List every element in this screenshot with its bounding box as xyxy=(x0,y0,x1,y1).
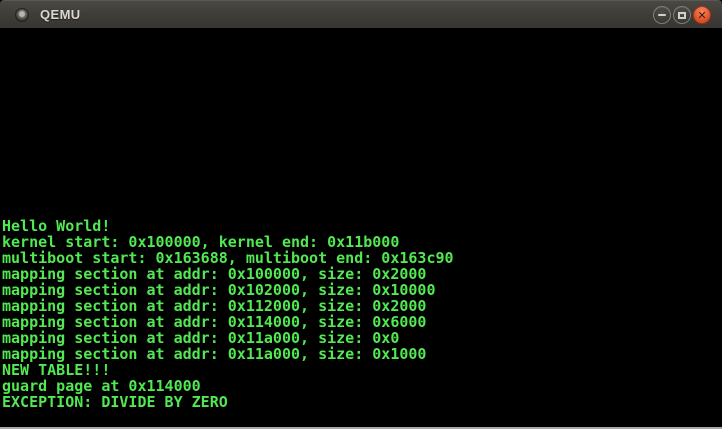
terminal-line: mapping section at addr: 0x11a000, size:… xyxy=(2,345,427,363)
titlebar[interactable]: QEMU ✕ xyxy=(0,0,722,28)
terminal-screen[interactable]: Hello World! kernel start: 0x100000, kern… xyxy=(0,28,722,427)
window-bottom-border xyxy=(0,427,722,429)
terminal-line: mapping section at addr: 0x112000, size:… xyxy=(2,297,427,315)
maximize-icon xyxy=(678,11,686,19)
terminal-line: kernel start: 0x100000, kernel end: 0x11… xyxy=(2,233,400,251)
terminal-line: mapping section at addr: 0x100000, size:… xyxy=(2,265,427,283)
terminal-line: NEW TABLE!!! xyxy=(2,361,111,379)
terminal-line: Hello World! xyxy=(2,217,111,235)
terminal-line: mapping section at addr: 0x11a000, size:… xyxy=(2,329,400,347)
window-controls: ✕ xyxy=(653,1,711,29)
terminal-line: multiboot start: 0x163688, multiboot end… xyxy=(2,249,454,267)
terminal-line: EXCEPTION: DIVIDE BY ZERO xyxy=(2,393,228,411)
minimize-button[interactable] xyxy=(653,6,671,24)
maximize-button[interactable] xyxy=(673,6,691,24)
close-button[interactable]: ✕ xyxy=(693,6,711,24)
terminal-line: mapping section at addr: 0x102000, size:… xyxy=(2,281,436,299)
terminal-output: Hello World! kernel start: 0x100000, kern… xyxy=(2,218,722,410)
terminal-line: mapping section at addr: 0x114000, size:… xyxy=(2,313,427,331)
terminal-line: guard page at 0x114000 xyxy=(2,377,201,395)
close-icon: ✕ xyxy=(697,8,707,22)
window-title: QEMU xyxy=(40,7,81,22)
minimize-icon xyxy=(658,14,666,16)
qemu-app-icon xyxy=(15,7,29,22)
